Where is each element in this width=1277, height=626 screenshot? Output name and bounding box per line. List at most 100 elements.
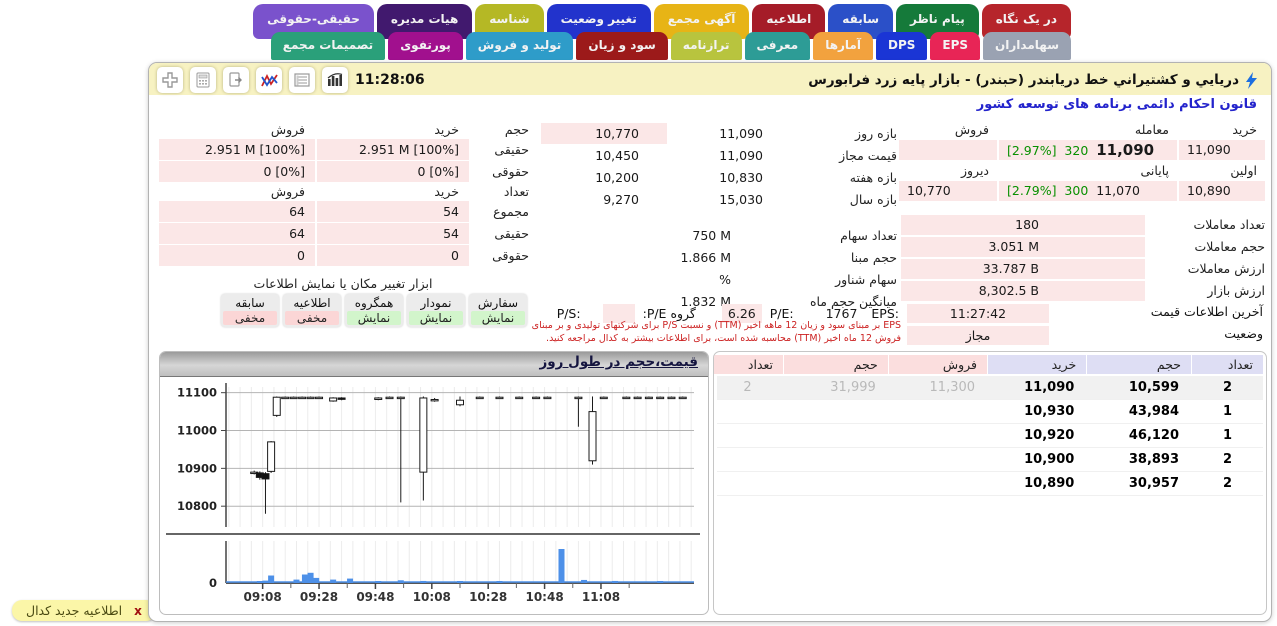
tab-portfolio[interactable]: پورتفوی xyxy=(388,32,463,60)
eps-pe-row: EPS: 1767 P/E: 6.26 گروه P/E: P/S: xyxy=(549,304,899,323)
buy-volume: 38,893 xyxy=(1128,452,1180,467)
candle-body xyxy=(495,396,504,400)
tool-toggle-history[interactable]: سابقه مخفی xyxy=(221,294,279,327)
tab-eps[interactable]: EPS xyxy=(930,32,981,60)
eps-disclaimer: EPS بر مبنای سود و زیان 12 ماهه اخیر (TT… xyxy=(531,320,901,344)
volume-bar xyxy=(397,580,404,583)
tools-section: ابزار تغییر مکان یا نمایش اطلاعات سفارش ن… xyxy=(157,276,529,327)
close-header: پایانی xyxy=(1140,163,1169,178)
tab-statistics[interactable]: آمارها xyxy=(813,32,873,60)
tool-label: اطلاعیه xyxy=(293,296,331,310)
candle-body xyxy=(644,396,653,400)
share-stat-row: میانگین حجم ماه 1.832 M xyxy=(535,292,897,312)
tool-toggle-peer-group[interactable]: همگروه نمایش xyxy=(345,294,403,327)
close-pct: [2.79%] xyxy=(1007,183,1057,198)
tool-toggle-order[interactable]: سفارش نمایش xyxy=(469,294,527,327)
first-price: 10,890 xyxy=(1179,181,1265,201)
buy-volume: 46,120 xyxy=(1128,428,1180,443)
industry-group-link[interactable]: قانون احکام دائمی برنامه های توسعه کشور xyxy=(976,97,1257,112)
ranges-rows: بازه روز 11,090 10,770 قیمت مجاز 11,090 10,45… xyxy=(535,123,897,210)
candle-body xyxy=(261,473,270,480)
client-count-buy-header: خرید xyxy=(434,184,459,199)
volume-bar xyxy=(256,581,263,583)
list-view-button[interactable] xyxy=(289,67,315,93)
bar-chart-button[interactable] xyxy=(322,67,348,93)
range-high: 10,830 xyxy=(719,170,763,185)
tab-assembly-decisions[interactable]: تصمیمات مجمع xyxy=(270,32,386,60)
candle-body xyxy=(656,396,665,400)
candle-body xyxy=(289,396,298,400)
order-book-row: 1 46,120 10,920 xyxy=(717,424,1263,448)
market-stat-row: تعداد معاملات 180 xyxy=(901,215,1265,235)
buy-value: 0 [0%] xyxy=(317,161,469,182)
buy-count: 2 xyxy=(1222,380,1233,395)
range-row: قیمت مجاز 11,090 10,450 xyxy=(535,145,897,166)
share-stats: تعداد سهام 750 M حجم مبنا 1.866 M سهام شناور… xyxy=(535,226,897,312)
tools-buttons: سفارش نمایش نمودار نمایش همگروه نمایش اطلاعیه م… xyxy=(157,294,529,327)
last-price-info-label: آخرین اطلاعات قیمت xyxy=(1150,304,1263,319)
buy-volume: 43,984 xyxy=(1128,404,1180,419)
add-button[interactable] xyxy=(157,67,183,93)
chart-title: قیمت،حجم در طول روز xyxy=(160,352,708,377)
client-count-row: مجموع 54 64 xyxy=(157,201,529,222)
last-trade-change: 320 xyxy=(1064,143,1089,158)
candle-body xyxy=(337,397,346,400)
volume-bar xyxy=(657,581,664,583)
ps-label: P/S: xyxy=(556,306,581,321)
line-chart-button[interactable] xyxy=(256,67,282,93)
market-stat-row: حجم معاملات 3.051 M xyxy=(901,237,1265,257)
candle-body xyxy=(456,399,464,406)
share-stat-row: تعداد سهام 750 M xyxy=(535,226,897,246)
buy-price: 10,890 xyxy=(1024,476,1075,491)
trade-header: معامله xyxy=(1134,122,1169,137)
notification-close-button[interactable]: x xyxy=(134,603,142,618)
buy-count: 1 xyxy=(1222,404,1233,419)
x-tick-label: 09:48 xyxy=(356,590,394,604)
tool-toggle-chart[interactable]: نمودار نمایش xyxy=(407,294,465,327)
calculator-button[interactable] xyxy=(190,67,216,93)
tab-introduction[interactable]: معرفی xyxy=(744,32,811,60)
x-tick-label: 10:08 xyxy=(413,590,451,604)
buy-price: 10,900 xyxy=(1024,452,1075,467)
sell-value: 0 [0%] xyxy=(159,161,315,182)
order-book-panel: تعداد حجم خرید فروش حجم تعداد 2 10,599 11,090 11… xyxy=(713,351,1267,615)
tab-shareholders[interactable]: سهامداران xyxy=(983,32,1071,60)
intraday-chart-panel: قیمت،حجم در طول روز 11100 11000 10900 10800… xyxy=(159,351,709,615)
tool-state: مخفی xyxy=(223,311,277,325)
volume-bar xyxy=(612,580,619,583)
volume-bar xyxy=(581,579,588,583)
sell-price xyxy=(889,424,987,447)
sell-count: 2 xyxy=(743,380,752,395)
x-tick-label: 09:28 xyxy=(300,590,338,604)
stat-label: میانگین حجم ماه xyxy=(809,294,897,309)
tab-production-sales[interactable]: تولید و فروش xyxy=(465,32,574,60)
volume-bar xyxy=(293,579,300,583)
sell-value: 0 xyxy=(159,245,315,266)
first-header: اولین xyxy=(1230,163,1257,178)
y-tick-label: 11000 xyxy=(177,424,217,438)
sell-value: 64 xyxy=(159,223,315,244)
order-book-row: 2 38,893 10,900 xyxy=(717,448,1263,472)
buy-price: 10,930 xyxy=(1024,404,1075,419)
group-pe-label: گروه P/E: xyxy=(642,306,696,321)
export-page-button[interactable] xyxy=(223,67,249,93)
order-book-col-header: تعداد xyxy=(714,355,784,374)
sell-volume xyxy=(784,424,888,447)
sell-volume xyxy=(784,472,888,495)
volume-bar xyxy=(558,549,565,583)
candle-body xyxy=(633,396,642,400)
tool-toggle-announcements[interactable]: اطلاعیه مخفی xyxy=(283,294,341,327)
tool-state: مخفی xyxy=(285,311,339,325)
candle-body xyxy=(298,396,307,400)
tab-dps[interactable]: DPS xyxy=(875,32,928,60)
stat-value: 1.832 M xyxy=(680,294,731,309)
range-row: بازه هفته 10,830 10,200 xyxy=(535,167,897,188)
group-pe-value xyxy=(602,304,635,323)
stat-label: تعداد سهام xyxy=(840,228,897,243)
tab-profit-loss[interactable]: سود و زیان xyxy=(576,32,668,60)
tab-balance-sheet[interactable]: ترازنامه xyxy=(670,32,742,60)
codal-notification[interactable]: x اطلاعیه جدید کدال xyxy=(12,600,156,621)
buy-value: 54 xyxy=(317,223,469,244)
buy-count: 2 xyxy=(1222,476,1233,491)
last-trade-price: 11,090 xyxy=(1096,141,1155,159)
